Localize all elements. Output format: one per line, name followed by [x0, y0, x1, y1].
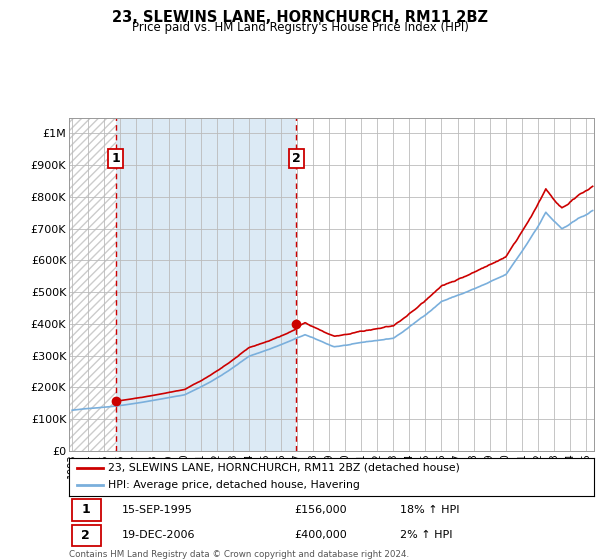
Text: HPI: Average price, detached house, Havering: HPI: Average price, detached house, Have… — [109, 480, 360, 491]
Text: 2: 2 — [82, 529, 90, 542]
Text: Price paid vs. HM Land Registry's House Price Index (HPI): Price paid vs. HM Land Registry's House … — [131, 21, 469, 34]
Text: 1: 1 — [112, 152, 120, 165]
Text: 2: 2 — [292, 152, 301, 165]
FancyBboxPatch shape — [71, 525, 101, 546]
Text: 23, SLEWINS LANE, HORNCHURCH, RM11 2BZ: 23, SLEWINS LANE, HORNCHURCH, RM11 2BZ — [112, 10, 488, 25]
Text: 15-SEP-1995: 15-SEP-1995 — [121, 505, 193, 515]
Text: 18% ↑ HPI: 18% ↑ HPI — [400, 505, 459, 515]
Text: Contains HM Land Registry data © Crown copyright and database right 2024.
This d: Contains HM Land Registry data © Crown c… — [69, 550, 409, 560]
FancyBboxPatch shape — [71, 499, 101, 521]
Text: 1: 1 — [82, 503, 90, 516]
Text: £400,000: £400,000 — [295, 530, 347, 540]
Text: 19-DEC-2006: 19-DEC-2006 — [121, 530, 195, 540]
Text: 23, SLEWINS LANE, HORNCHURCH, RM11 2BZ (detached house): 23, SLEWINS LANE, HORNCHURCH, RM11 2BZ (… — [109, 463, 460, 473]
Text: 2% ↑ HPI: 2% ↑ HPI — [400, 530, 452, 540]
Text: £156,000: £156,000 — [295, 505, 347, 515]
